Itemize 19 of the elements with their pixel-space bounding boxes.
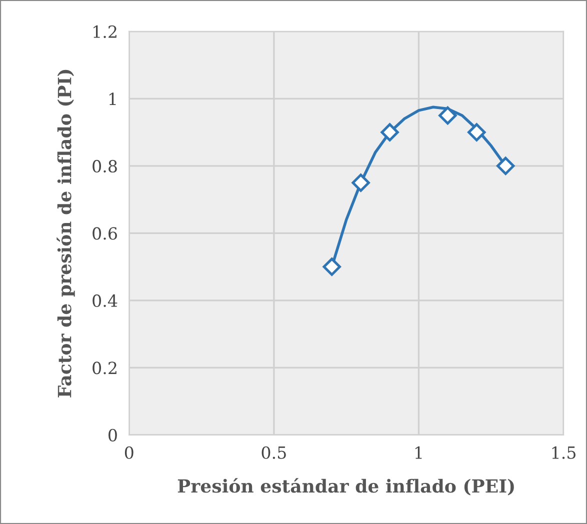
y-axis-title: Factor de presión de inflado (PI) [56, 70, 75, 398]
y-tick-label: 1 [109, 92, 116, 106]
x-tick-label: 0 [124, 446, 134, 459]
y-tick-label: 0.8 [92, 160, 117, 172]
point [352, 174, 370, 192]
y-tick-label: 0.4 [92, 294, 118, 307]
y-tick-label: 0 [108, 428, 117, 442]
y-tick-label: 1.2 [94, 25, 116, 38]
point [468, 123, 486, 142]
x-tick-label: 1 [415, 446, 422, 459]
point [322, 258, 341, 276]
x-tick-label: 1.5 [552, 446, 576, 459]
point [380, 123, 399, 142]
y-tick-label: 0.2 [92, 362, 116, 374]
x-tick-label: 0.5 [262, 446, 286, 459]
x-axis-title: Presión estándar de inflado (PEI) [178, 478, 514, 496]
point [496, 156, 515, 176]
point [438, 106, 457, 125]
y-tick-label: 0.6 [92, 227, 117, 240]
